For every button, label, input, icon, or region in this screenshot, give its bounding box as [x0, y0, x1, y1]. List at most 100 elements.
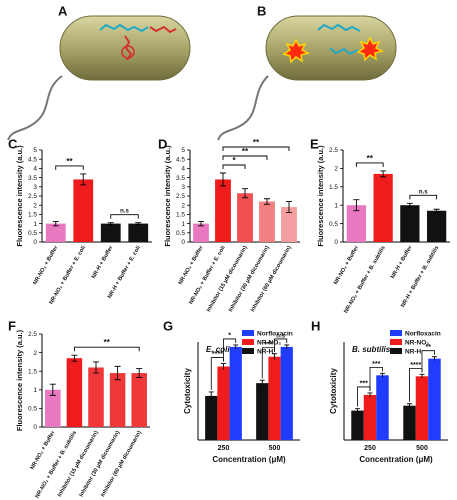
panel-label-f: F	[8, 318, 16, 333]
y-tick-label: 0.5	[28, 406, 37, 413]
significance-label: **	[253, 138, 260, 147]
bar	[205, 395, 218, 440]
error-bar	[379, 372, 385, 378]
panel-label-g: G	[163, 318, 173, 333]
bar	[109, 373, 126, 427]
error-bar	[272, 353, 277, 360]
x-category-label: Inhibitor (30 μM dicoumarin)	[228, 245, 271, 313]
x-category-label: Inhibitor (15 μM dicoumarin)	[206, 245, 249, 313]
bar	[363, 394, 377, 440]
bar	[100, 223, 121, 242]
y-tick-label: 1	[33, 221, 37, 228]
significance-label: *	[228, 332, 231, 339]
legend-label: Norfloxacin	[405, 331, 441, 338]
y-tick-label: 2.5	[28, 331, 37, 338]
bar	[88, 367, 104, 427]
panel-label-a: A	[58, 3, 68, 18]
probe-molecule	[317, 23, 361, 56]
panel-label-e: E	[310, 136, 319, 151]
bar	[237, 193, 253, 242]
y-axis-label: Fluorescence intensity (a.u.)	[316, 145, 325, 247]
bacterium-illustration-a	[7, 15, 191, 141]
x-category-label: NR-NO₂ + Buffer	[333, 244, 360, 286]
panel-label-c: C	[8, 136, 18, 151]
y-axis-label: Fluorescence intensity (a.u.)	[15, 329, 24, 431]
error-bar	[114, 365, 121, 381]
bar	[217, 366, 230, 440]
error-bar	[220, 172, 226, 187]
significance-label: *	[232, 156, 236, 165]
y-axis-label: Fluorescence intensity (a.u.)	[163, 145, 172, 247]
bar	[215, 179, 231, 242]
significance-label: **	[426, 344, 432, 351]
panel-label-d: D	[158, 136, 167, 151]
y-axis-label: Fluorescence intensity (a.u.)	[15, 145, 24, 247]
error-bar	[233, 344, 239, 349]
significance-label: ****	[410, 362, 421, 369]
y-tick-label: 0	[181, 239, 185, 246]
y-tick-label: 2.5	[176, 193, 185, 200]
bar	[280, 346, 293, 440]
legend-label: NR-NO₂	[257, 340, 281, 347]
chart-panel-e: 0 0.5 1 1.5 2 2.5 Fluorescence intensity (a.u.…	[316, 145, 450, 314]
x-category-label: NR-H + Buffer	[91, 244, 115, 280]
bar	[66, 358, 83, 427]
y-tick-label: 4	[33, 166, 37, 173]
legend-swatch	[242, 339, 254, 345]
y-tick-label: 0.5	[28, 230, 37, 237]
error-bar	[71, 354, 78, 362]
bar	[428, 358, 441, 440]
error-bar	[259, 379, 265, 387]
x-category-label: NR-H + Buffer	[390, 244, 414, 280]
bar	[73, 179, 94, 242]
significance-label: n.s	[419, 189, 428, 195]
x-category-label: 500	[269, 445, 281, 452]
error-bar	[135, 222, 142, 225]
y-tick-label: 1.5	[176, 212, 185, 219]
error-bar	[353, 199, 360, 212]
significance-bracket	[409, 194, 438, 200]
y-tick-label: 2	[33, 202, 37, 209]
error-bar	[52, 220, 59, 227]
chart-title: B. subtilis	[352, 345, 391, 354]
probe-molecule	[99, 23, 177, 61]
y-tick-label: 0	[33, 239, 37, 246]
x-axis-label: Concentration (μM)	[212, 455, 286, 464]
error-bar	[367, 392, 373, 397]
legend-swatch	[390, 339, 402, 345]
bacterium-illustration-b	[217, 15, 397, 141]
error-bar	[286, 201, 292, 214]
y-axis-label: Cytotoxicity	[183, 368, 192, 414]
explosion-icon	[356, 36, 385, 62]
y-tick-label: 2.5	[329, 147, 338, 154]
x-category-label: 250	[364, 445, 376, 452]
y-tick-label: 1	[334, 202, 338, 209]
x-category-label: NR-H + Buffer + E. coli	[107, 245, 142, 300]
x-category-label: Inhibitor (15 μM dicoumarin)	[57, 430, 100, 498]
chart-panel-c: 0 0.5 1 1.5 2 2.5 3 3.5 4 4.5 5 Fluorescence intens…	[15, 145, 152, 306]
significance-label: **	[367, 154, 374, 163]
error-bar	[221, 363, 226, 370]
significance-bracket	[55, 165, 84, 170]
significance-bracket	[222, 146, 290, 151]
y-tick-label: 4.5	[176, 156, 185, 163]
bar	[131, 373, 147, 427]
legend-label: NR-H	[257, 349, 274, 356]
legend-label: NR-NO₂	[405, 340, 429, 347]
y-tick-label: 3.5	[28, 175, 37, 182]
legend-swatch	[242, 330, 254, 336]
legend-label: NR-H	[405, 349, 422, 356]
error-bar	[419, 373, 425, 379]
error-bar	[433, 208, 440, 213]
significance-bracket	[274, 338, 288, 352]
error-bar	[242, 188, 248, 199]
significance-label: ***	[372, 361, 380, 368]
error-bar	[355, 408, 361, 413]
bar	[346, 205, 367, 242]
legend-swatch	[242, 348, 254, 354]
significance-label: **	[66, 157, 73, 166]
error-bar	[431, 356, 437, 361]
x-category-label: Inhibitor (30 μM dicoumarin)	[79, 430, 122, 498]
x-category-label: 500	[416, 445, 428, 452]
